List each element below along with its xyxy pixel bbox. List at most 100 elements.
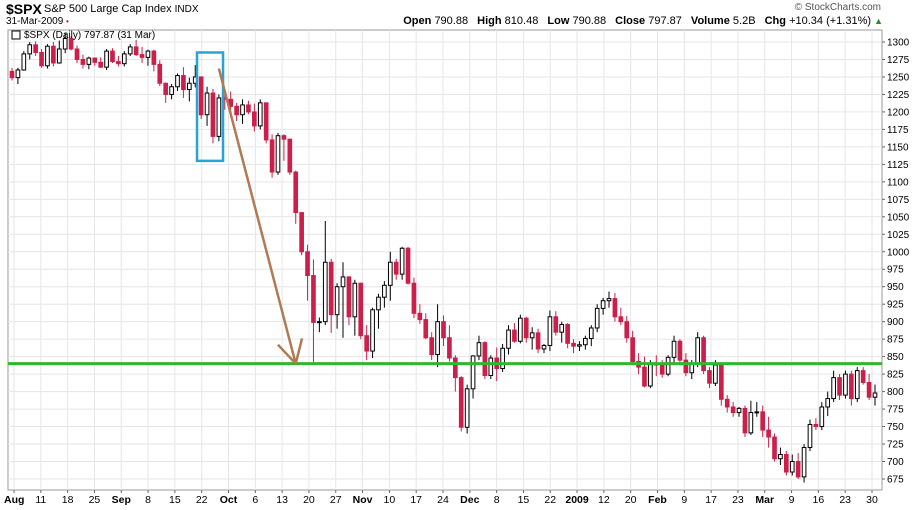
candle-body (683, 359, 689, 374)
x-tick-label: 24 (437, 494, 449, 506)
candle-body (204, 92, 210, 116)
index-name: S&P 500 Large Cap Index INDX (44, 3, 199, 15)
candle (116, 55, 121, 67)
candle-body (322, 261, 328, 323)
candle-body (92, 57, 98, 63)
x-tick-label: 9 (681, 494, 687, 506)
plot-area (7, 29, 883, 491)
x-tick-label: 9 (789, 494, 795, 506)
candle-body (831, 377, 836, 400)
change-up-icon: ▲ (874, 16, 883, 26)
candle-body (435, 321, 440, 356)
candle (772, 433, 777, 462)
x-tick-label: 23 (732, 494, 744, 506)
candle (370, 307, 375, 359)
candle (328, 258, 334, 333)
candle-body (659, 364, 665, 375)
candle (240, 99, 245, 124)
candle (476, 335, 482, 361)
y-tick-label: 1300 (887, 38, 910, 49)
brand-label[interactable]: © StockCharts.com (794, 2, 881, 13)
y-tick-label: 675 (887, 475, 904, 486)
y-tick-label: 925 (887, 300, 904, 311)
candle-body (464, 388, 470, 428)
candle (435, 304, 440, 368)
candle (139, 46, 145, 63)
candle (169, 83, 174, 100)
candle (630, 330, 635, 364)
candle (27, 42, 33, 60)
index-name-text: S&P 500 Large Cap Index (44, 3, 172, 15)
candle-body (376, 296, 381, 311)
x-tick-label: 27 (330, 494, 342, 506)
candle-body (417, 312, 423, 321)
y-tick-label: 1000 (887, 247, 910, 258)
candle-body (21, 53, 27, 71)
candle (263, 102, 269, 144)
candle (618, 307, 624, 326)
candle (718, 363, 724, 406)
candle-body (559, 323, 565, 333)
x-tick-label: 2009 (565, 494, 589, 506)
candle (612, 293, 618, 322)
candle (405, 246, 411, 285)
y-tick-label: 875 (887, 335, 904, 346)
candle-body (370, 309, 375, 352)
candle-body (163, 82, 169, 95)
candle (565, 323, 570, 349)
candle (624, 316, 630, 343)
candle (742, 405, 748, 438)
candle-body (311, 275, 316, 323)
candle (423, 313, 429, 340)
candle-body (399, 247, 405, 275)
x-tick-label: 12 (598, 494, 610, 506)
candle (198, 76, 204, 119)
candle (518, 314, 523, 344)
open-value: 790.88 (434, 15, 469, 27)
candle-body (246, 104, 251, 113)
candle (500, 344, 505, 373)
candle-body (713, 364, 718, 384)
candle (252, 103, 257, 132)
candle (748, 400, 754, 435)
candle (234, 102, 239, 122)
candle (311, 259, 316, 364)
x-tick-label: Dec (460, 494, 479, 506)
candle-body (547, 316, 553, 346)
candle (33, 41, 38, 56)
candle-body (387, 261, 393, 286)
annotations (8, 51, 882, 366)
candle-body (784, 454, 789, 473)
candle (784, 451, 789, 476)
candle (819, 402, 825, 431)
x-tick-label: 22 (196, 494, 208, 506)
candle-body (665, 356, 671, 375)
candle-body (588, 327, 594, 339)
candle-body (849, 373, 854, 400)
candle (801, 444, 807, 483)
candle (151, 49, 157, 72)
candle-body (813, 423, 819, 428)
candle (671, 335, 677, 364)
x-tick-label: 16 (813, 494, 825, 506)
candle-body (263, 102, 269, 141)
candle-body (452, 357, 458, 379)
candle-body (795, 461, 801, 478)
candle-body (447, 337, 452, 359)
candle (677, 339, 683, 366)
highlight-box (195, 51, 225, 163)
candle (62, 32, 68, 54)
candle-body (630, 337, 635, 363)
x-tick-label: 17 (410, 494, 422, 506)
candle-body (754, 411, 760, 414)
candle-body (760, 411, 766, 431)
candle-body (151, 50, 157, 65)
y-tick-label: 975 (887, 265, 904, 276)
candle-body (27, 44, 33, 55)
candle-body (470, 355, 476, 390)
candle (157, 60, 163, 87)
candle-body (127, 46, 133, 55)
candle (382, 281, 387, 308)
candle (299, 211, 304, 256)
